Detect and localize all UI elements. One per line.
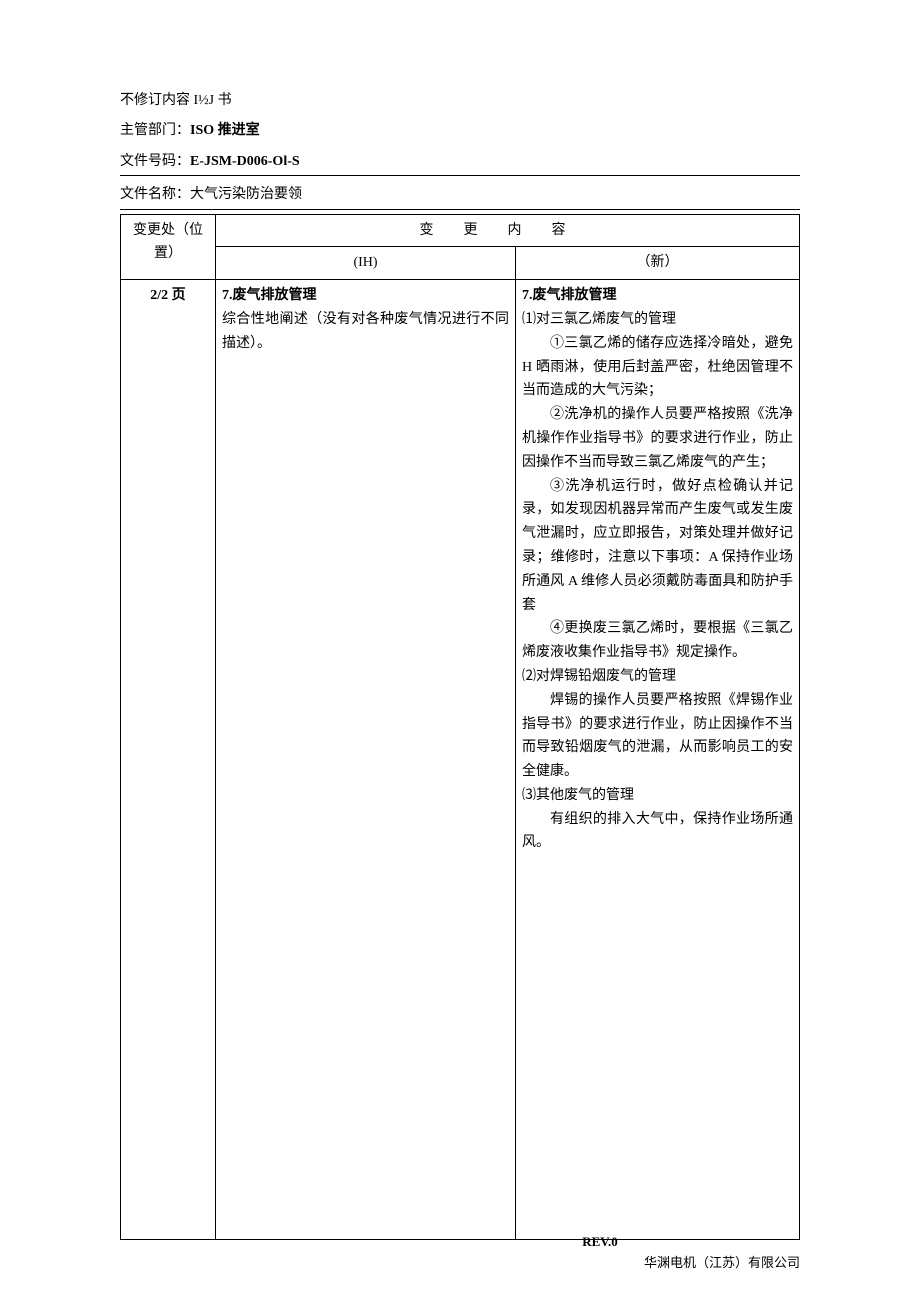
new-s1-p3: ③洗净机运行时，做好点检确认并记录，如发现因机器异常而产生废气或发生废气泄漏时，…: [522, 475, 793, 618]
old-body: 综合性地阐述（没有对各种废气情况进行不同描述）。: [222, 308, 509, 356]
name-label: 文件名称：: [120, 187, 190, 202]
old-title: 7.废气排放管理: [222, 284, 509, 308]
old-content-cell: 7.废气排放管理 综合性地阐述（没有对各种废气情况进行不同描述）。: [216, 280, 516, 1240]
col1-header: 变更处（位置）: [121, 214, 216, 280]
new-s3-title: ⑶其他废气的管理: [522, 784, 793, 808]
code-label: 文件号码：: [120, 154, 190, 169]
new-s1-p1: ①三氯乙烯的储存应选择冷暗处，避免 H 晒雨淋，使用后封盖严密，杜绝因管理不当而…: [522, 332, 793, 403]
new-s1-p4: ④更换废三氯乙烯时，要根据《三氯乙烯废液收集作业指导书》规定操作。: [522, 617, 793, 665]
new-s2-p1: 焊锡的操作人员要严格按照《焊锡作业指导书》的要求进行作业，防止因操作不当而导致铅…: [522, 689, 793, 784]
name-line: 文件名称：大气污染防治要领: [120, 184, 800, 209]
new-content-cell: 7.废气排放管理 ⑴对三氯乙烯废气的管理 ①三氯乙烯的储存应选择冷暗处，避免 H…: [516, 280, 800, 1240]
change-table: 变更处（位置） 变更内容 (IH) （新） 2/2 页 7.废气排放管理 综合性…: [120, 214, 800, 1241]
table-subheader-row: (IH) （新）: [121, 247, 800, 280]
new-s2-title: ⑵对焊锡铅烟废气的管理: [522, 665, 793, 689]
dept-line: 主管部门：ISO 推进室: [120, 120, 800, 142]
new-s3-p1: 有组织的排入大气中，保持作业场所通风。: [522, 808, 793, 856]
dept-value: ISO 推进室: [190, 123, 260, 138]
table-header-row: 变更处（位置） 变更内容: [121, 214, 800, 247]
code-line: 文件号码：E-JSM-D006-Ol-S: [120, 151, 800, 176]
name-value: 大气污染防治要领: [190, 187, 302, 202]
table-row: 2/2 页 7.废气排放管理 综合性地阐述（没有对各种废气情况进行不同描述）。 …: [121, 280, 800, 1240]
merged-header: 变更内容: [216, 214, 800, 247]
code-value: E-JSM-D006-Ol-S: [190, 154, 300, 169]
footer: REV.0 华渊电机（江苏）有限公司: [120, 1234, 800, 1271]
location-cell: 2/2 页: [121, 280, 216, 1240]
company-name: 华渊电机（江苏）有限公司: [120, 1252, 800, 1271]
dept-label: 主管部门：: [120, 123, 190, 138]
revision-label: REV.0: [400, 1234, 800, 1250]
col2-subheader: (IH): [216, 247, 516, 280]
new-s1-title: ⑴对三氯乙烯废气的管理: [522, 308, 793, 332]
title-line: 不修订内容 I½J 书: [120, 90, 800, 112]
new-s1-p2: ②洗净机的操作人员要严格按照《洗净机操作作业指导书》的要求进行作业，防止因操作不…: [522, 403, 793, 474]
col3-subheader: （新）: [516, 247, 800, 280]
new-title: 7.废气排放管理: [522, 284, 793, 308]
